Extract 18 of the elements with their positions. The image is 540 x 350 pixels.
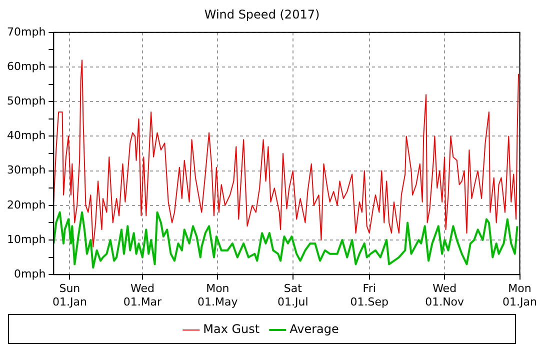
y-tick-label: 20mph [6,198,46,212]
legend-label: Max Gust [203,322,260,336]
x-tick-label: Fri 01.Sep [350,282,388,308]
y-tick-label: 30mph [6,164,46,177]
y-tick-label: 60mph [6,60,46,73]
x-tick-label: Mon 01.Jan [502,282,538,308]
legend-label: Average [290,322,339,336]
x-tick-label: Sun 01.Jan [52,282,87,308]
y-tick-label: 40mph [6,129,46,142]
y-tick-label: 10mph [6,232,46,246]
x-tick-label: Wed 01.Mar [123,282,162,308]
x-tick-label: Sat 01.Jul [278,282,308,308]
y-tick-label: 50mph [6,94,46,108]
chart-title: Wind Speed (2017) [204,7,320,22]
y-tick-label: 0mph [14,267,46,280]
x-tick-label: Mon 01.May [198,282,238,308]
y-tick-label: 70mph [6,25,46,38]
x-tick-label: Wed 01.Nov [425,282,465,308]
